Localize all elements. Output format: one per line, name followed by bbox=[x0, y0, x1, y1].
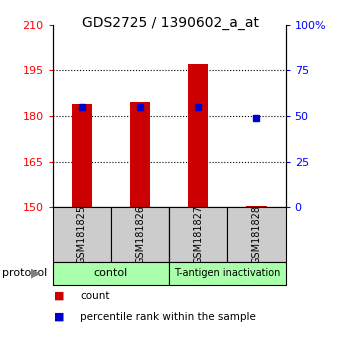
Text: GSM181828: GSM181828 bbox=[252, 205, 261, 264]
Text: ■: ■ bbox=[54, 312, 65, 322]
Bar bbox=[130, 102, 150, 207]
Bar bbox=[169, 262, 286, 285]
Text: ▶: ▶ bbox=[31, 267, 40, 280]
Text: percentile rank within the sample: percentile rank within the sample bbox=[80, 312, 256, 322]
Text: GSM181827: GSM181827 bbox=[193, 205, 203, 264]
Text: GSM181825: GSM181825 bbox=[77, 205, 87, 264]
Bar bbox=[169, 207, 227, 262]
Bar bbox=[111, 207, 169, 262]
Bar bbox=[188, 64, 208, 207]
Bar bbox=[246, 206, 267, 207]
Bar bbox=[53, 262, 169, 285]
Text: GSM181826: GSM181826 bbox=[135, 205, 145, 264]
Bar bbox=[72, 104, 92, 207]
Text: protocol: protocol bbox=[2, 268, 47, 278]
Bar bbox=[53, 207, 111, 262]
Bar bbox=[227, 207, 286, 262]
Text: T-antigen inactivation: T-antigen inactivation bbox=[174, 268, 280, 279]
Text: contol: contol bbox=[94, 268, 128, 279]
Text: GDS2725 / 1390602_a_at: GDS2725 / 1390602_a_at bbox=[82, 16, 258, 30]
Text: ■: ■ bbox=[54, 291, 65, 301]
Text: count: count bbox=[80, 291, 109, 301]
